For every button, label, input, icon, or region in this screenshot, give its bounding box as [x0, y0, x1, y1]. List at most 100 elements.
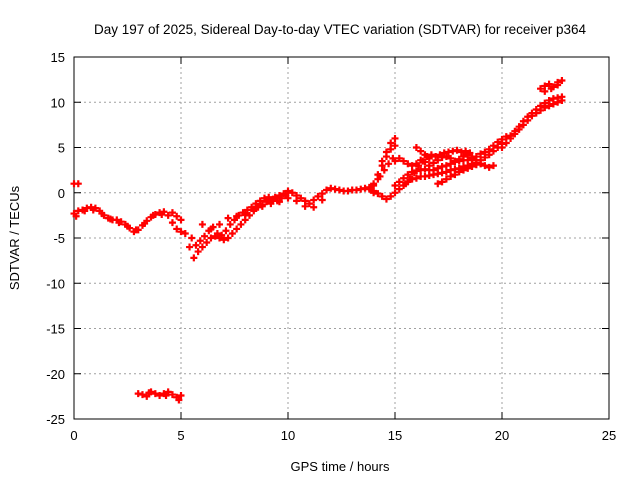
data-point: [143, 392, 151, 400]
data-point: [417, 147, 425, 155]
data-point: [485, 145, 493, 153]
data-point: [198, 243, 206, 251]
axis-ticks: 0 5 10 15 20 25 -25 -20 -15 -10 -5 0 5 10 15: [46, 50, 616, 443]
data-point: [228, 229, 236, 237]
data-point: [404, 171, 412, 179]
data-point: [455, 155, 463, 163]
data-point: [430, 159, 438, 167]
data-point: [451, 157, 459, 165]
data-point: [164, 388, 172, 396]
data-point: [541, 99, 549, 107]
data-point: [451, 171, 459, 179]
data-point: [243, 206, 251, 214]
data-point: [370, 187, 378, 195]
data-point: [502, 139, 510, 147]
data-point: [181, 229, 189, 237]
y-tick-label: -25: [46, 412, 65, 427]
data-point: [145, 389, 153, 397]
data-point: [278, 194, 286, 202]
data-point: [447, 154, 455, 162]
data-point: [198, 220, 206, 228]
data-point: [477, 160, 485, 168]
data-point: [220, 236, 228, 244]
data-point: [519, 117, 527, 125]
data-point: [468, 153, 476, 161]
data-point: [376, 172, 384, 180]
data-point: [89, 206, 97, 214]
data-point: [442, 162, 450, 170]
data-point: [442, 153, 450, 161]
data-point: [537, 102, 545, 110]
data-point: [434, 180, 442, 188]
data-point: [237, 220, 245, 228]
data-point: [432, 153, 440, 161]
data-point: [256, 197, 264, 205]
x-axis-label: GPS time / hours: [291, 459, 390, 474]
data-point: [430, 166, 438, 174]
data-point: [265, 193, 273, 201]
data-point: [374, 190, 382, 198]
data-point: [537, 85, 545, 93]
data-point: [203, 239, 211, 247]
data-point: [158, 210, 166, 218]
data-point: [275, 198, 283, 206]
data-point: [453, 146, 461, 154]
data-points: [70, 77, 566, 404]
data-point: [481, 162, 489, 170]
data-point: [177, 216, 185, 224]
data-point: [156, 391, 164, 399]
data-point: [558, 93, 566, 101]
data-point: [395, 178, 403, 186]
data-point: [233, 225, 241, 233]
data-point: [511, 127, 519, 135]
data-point: [434, 164, 442, 172]
data-point: [224, 214, 232, 222]
data-point: [477, 150, 485, 158]
data-point: [425, 154, 433, 162]
data-point: [192, 241, 200, 249]
x-tick-label: 5: [177, 428, 184, 443]
data-point: [151, 390, 159, 398]
data-point: [427, 151, 435, 159]
data-point: [224, 234, 232, 242]
data-point: [485, 163, 493, 171]
data-point: [186, 243, 194, 251]
data-point: [241, 210, 249, 218]
data-point: [481, 148, 489, 156]
grid: [74, 57, 609, 419]
data-point: [400, 157, 408, 165]
data-point: [400, 174, 408, 182]
data-point: [455, 168, 463, 176]
data-point: [222, 227, 230, 235]
data-point: [269, 195, 277, 203]
data-point: [233, 212, 241, 220]
data-point: [201, 232, 209, 240]
data-point: [532, 105, 540, 113]
data-point: [168, 391, 176, 399]
y-axis-label: SDTVAR / TECUs: [7, 185, 22, 290]
data-point: [387, 139, 395, 147]
data-point: [74, 180, 82, 188]
data-point: [406, 175, 414, 183]
data-point: [545, 96, 553, 104]
data-point: [207, 225, 215, 233]
data-point: [382, 153, 390, 161]
y-tick-label: 5: [58, 141, 65, 156]
data-point: [466, 149, 474, 157]
data-point: [459, 166, 467, 174]
data-point: [442, 175, 450, 183]
data-point: [263, 198, 271, 206]
data-point: [524, 113, 532, 121]
data-point: [194, 248, 202, 256]
data-point: [447, 172, 455, 180]
chart-title: Day 197 of 2025, Sidereal Day-to-day VTE…: [94, 22, 586, 37]
data-point: [164, 211, 172, 219]
data-point: [391, 157, 399, 165]
data-point: [365, 185, 373, 193]
data-point: [138, 391, 146, 399]
data-point: [498, 144, 506, 151]
data-point: [502, 133, 510, 141]
data-point: [515, 123, 523, 131]
data-point: [115, 219, 123, 227]
